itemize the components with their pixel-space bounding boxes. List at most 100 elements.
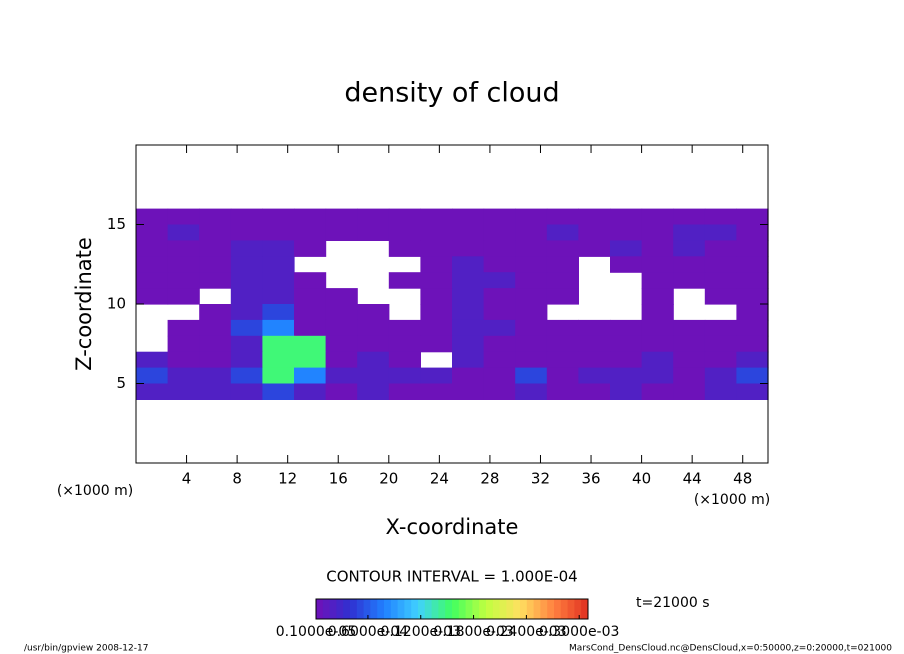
y-tick-label: 15 [107,215,126,233]
heat-cell [641,383,674,400]
heat-cell [452,208,485,226]
heat-cell [483,367,516,385]
x-tick-label: 32 [531,470,550,488]
colorbar-segment [356,599,365,619]
heat-cell [325,367,358,385]
heat-cell [673,256,706,273]
colorbar-segment [567,599,575,619]
heat-cell [546,240,579,257]
colorbar-segment [384,599,392,619]
heat-cell [388,383,421,400]
heat-cell [230,304,263,321]
heat-cell [294,224,327,241]
heat-cell [641,208,674,226]
y-tick-label: 10 [107,295,126,313]
heat-cell [704,272,737,289]
heat-cell [452,367,485,385]
heat-cell [610,208,643,226]
heat-cell [578,383,611,400]
heat-cell [136,256,169,273]
heat-cell [167,240,200,257]
heat-cell [736,288,769,305]
heat-cell [673,272,706,289]
heat-cell [704,208,737,226]
colorbar-segment [520,599,528,619]
heat-cell [357,319,390,337]
heat-cell [199,319,232,337]
heat-cell [736,383,769,400]
heat-cell [199,224,232,241]
heat-cell [167,351,200,369]
heat-cell [357,383,390,400]
heat-cell [167,383,200,400]
heat-cell [294,240,327,257]
heat-cell [515,367,548,385]
heat-cell [704,240,737,257]
heat-cell [452,272,485,289]
colorbar-segment [370,599,378,619]
heat-cell [420,367,453,385]
heat-cell [167,256,200,273]
heat-cell [262,272,295,289]
heat-cell [515,383,548,400]
heat-cell [136,367,169,385]
heat-cell [262,304,295,321]
heat-cell [546,367,579,385]
colorbar-tick-label: 0.1200e-03 [381,624,461,640]
heat-cell [704,224,737,241]
colorbar-segment [560,599,569,619]
heat-cell [515,288,548,305]
heat-cell [610,351,643,369]
heat-cell [515,240,548,257]
heat-cell [325,208,358,226]
heat-cell [357,224,390,241]
colorbar-segment [350,599,358,619]
heat-cell [294,288,327,305]
heat-cell [610,319,643,337]
heat-cell [199,351,232,369]
colorbar-tick-label: 0.2400e-03 [486,624,566,640]
heat-cell [610,240,643,257]
heat-cell [294,383,327,400]
x-tick-label: 20 [379,470,398,488]
heat-cell [325,288,358,305]
heat-cell [262,319,295,337]
heat-cell [641,367,674,385]
heat-cell [420,335,453,353]
heat-cell [515,224,548,241]
heat-cell [546,208,579,226]
chart-title: density of cloud [344,78,559,109]
heat-cell [136,224,169,241]
heat-cell [673,240,706,257]
heat-cell [578,319,611,337]
colorbar-segment [431,599,439,619]
heat-cell [483,288,516,305]
heat-cell [546,224,579,241]
heat-cell [546,351,579,369]
colorbar-segment [547,599,555,619]
heat-cell [262,288,295,305]
heat-cell [736,319,769,337]
colorbar-tick-label: 0.1000e-05 [276,624,356,640]
heat-cell [294,208,327,226]
colorbar-segment [397,599,405,619]
heat-cell [136,383,169,400]
colorbar-segment [492,599,501,619]
x-tick-label: 12 [278,470,297,488]
heat-cell [230,335,263,353]
colorbar-segment [479,599,487,619]
heat-cell [515,272,548,289]
colorbar-segment [343,599,351,619]
heat-cell [483,335,516,353]
heat-cell [704,383,737,400]
colorbar-segment [363,599,371,619]
x-tick-label: 28 [480,470,499,488]
footer: MarsCond_DensCloud.nc@DensCloud,x=0:5000… [569,644,892,654]
heat-cell [673,335,706,353]
x-tick-label: 48 [733,470,752,488]
heat-cell [325,351,358,369]
heat-cell [388,351,421,369]
heat-cell [736,224,769,241]
colorbar-segment [472,599,480,619]
heat-cell [641,288,674,305]
